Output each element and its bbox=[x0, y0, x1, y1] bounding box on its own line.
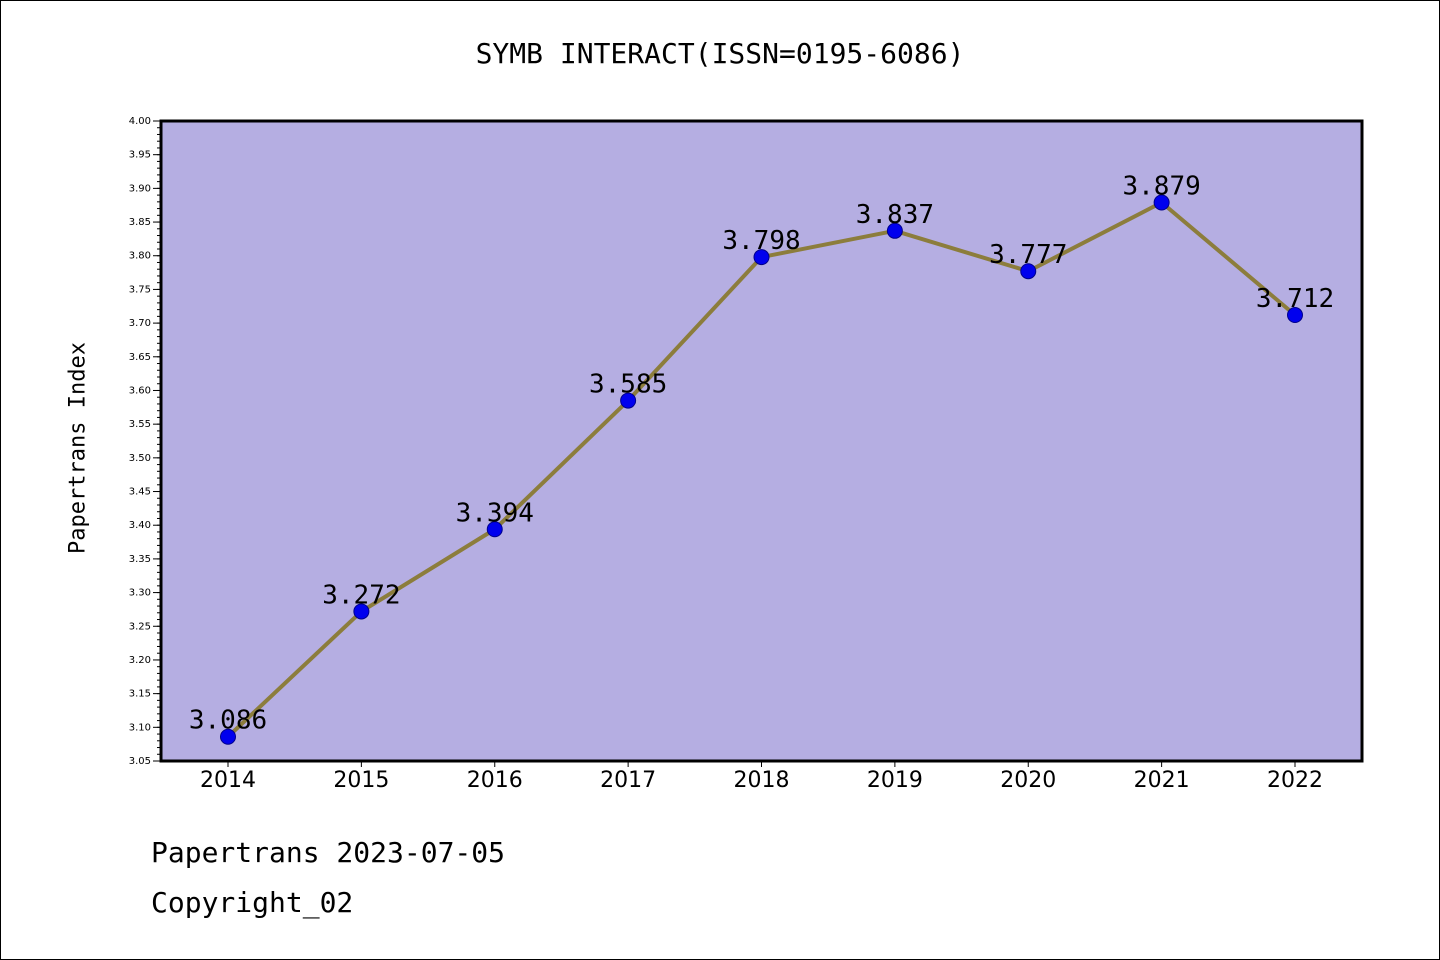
y-tick-label: 3.45 bbox=[129, 487, 151, 498]
data-point bbox=[486, 521, 503, 538]
data-point bbox=[1287, 307, 1303, 324]
data-label: 3.777 bbox=[989, 240, 1067, 270]
y-tick-label: 3.30 bbox=[129, 588, 151, 599]
y-tick-label: 3.65 bbox=[129, 352, 151, 363]
data-label: 3.879 bbox=[1122, 172, 1200, 202]
y-tick-label: 3.85 bbox=[129, 217, 151, 228]
x-tick-label: 2019 bbox=[867, 768, 923, 793]
y-tick-label: 3.75 bbox=[129, 284, 151, 295]
y-tick-label: 3.10 bbox=[129, 722, 151, 733]
x-tick-label: 2014 bbox=[200, 768, 256, 793]
y-tick-label: 3.15 bbox=[129, 689, 151, 700]
y-tick-label: 3.40 bbox=[129, 520, 151, 531]
plot-area bbox=[161, 121, 1362, 761]
footer-copyright: Copyright_02 bbox=[151, 886, 354, 919]
data-label: 3.712 bbox=[1256, 284, 1334, 314]
data-label: 3.837 bbox=[856, 200, 934, 230]
x-tick-label: 2015 bbox=[333, 768, 389, 793]
x-tick-label: 2022 bbox=[1267, 768, 1323, 793]
data-point bbox=[220, 728, 236, 745]
x-tick-label: 2020 bbox=[1000, 768, 1056, 793]
y-tick-label: 3.60 bbox=[129, 385, 151, 396]
footer-date: Papertrans 2023-07-05 bbox=[151, 836, 506, 869]
y-tick-label: 3.70 bbox=[129, 318, 151, 329]
data-label: 3.585 bbox=[589, 370, 667, 400]
data-point bbox=[353, 603, 370, 620]
y-tick-label: 3.50 bbox=[129, 453, 151, 464]
data-label: 3.272 bbox=[322, 580, 400, 610]
data-label: 3.394 bbox=[456, 498, 534, 528]
y-tick-label: 3.95 bbox=[129, 150, 151, 161]
y-tick-label: 3.55 bbox=[129, 419, 151, 430]
y-tick-label: 3.80 bbox=[129, 251, 151, 262]
y-tick-label: 4.00 bbox=[129, 116, 151, 127]
x-tick-label: 2021 bbox=[1134, 768, 1190, 793]
y-tick-label: 3.90 bbox=[129, 183, 151, 194]
data-point bbox=[886, 222, 903, 239]
y-tick-label: 3.35 bbox=[129, 554, 151, 565]
y-tick-label: 3.25 bbox=[129, 621, 151, 632]
x-tick-label: 2017 bbox=[600, 768, 656, 793]
data-point bbox=[1020, 263, 1037, 280]
data-label: 3.798 bbox=[722, 226, 800, 256]
data-point bbox=[620, 392, 637, 409]
y-tick-label: 3.20 bbox=[129, 655, 151, 666]
y-tick-label: 3.05 bbox=[129, 756, 151, 767]
data-point bbox=[1153, 194, 1170, 211]
x-tick-label: 2016 bbox=[467, 768, 523, 793]
data-label: 3.086 bbox=[189, 706, 267, 736]
data-point bbox=[753, 249, 770, 266]
chart-title: SYMB INTERACT(ISSN=0195-6086) bbox=[475, 37, 965, 70]
x-tick-label: 2018 bbox=[734, 768, 790, 793]
